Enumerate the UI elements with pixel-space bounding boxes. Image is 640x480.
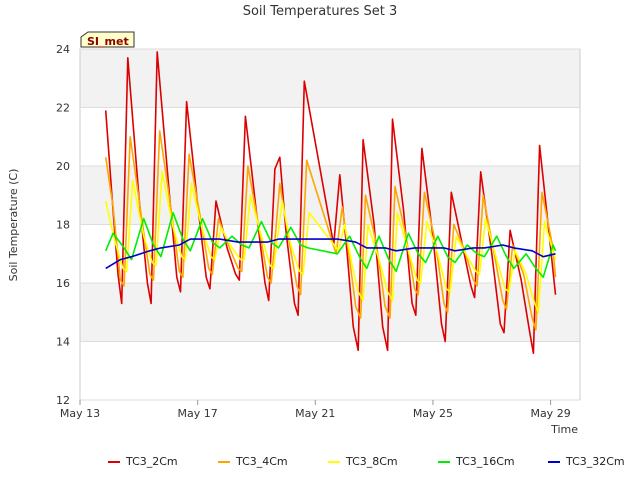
legend-label: TC3_16Cm xyxy=(455,455,515,468)
legend-label: TC3_4Cm xyxy=(235,455,288,468)
si-met-badge: SI_met xyxy=(80,31,135,48)
y-tick-label: 12 xyxy=(56,394,70,407)
legend-label: TC3_8Cm xyxy=(345,455,398,468)
badge-label: SI_met xyxy=(87,35,129,48)
legend: TC3_2Cm TC3_4Cm TC3_8Cm TC3_16Cm TC3_32Cm xyxy=(108,455,625,468)
legend-label: TC3_32Cm xyxy=(565,455,625,468)
x-axis-label: Time xyxy=(550,423,578,436)
y-tick-label: 24 xyxy=(56,43,70,56)
x-tick-label: May 25 xyxy=(413,407,453,420)
y-tick-label: 16 xyxy=(56,277,70,290)
y-tick-label: 14 xyxy=(56,336,70,349)
y-tick-label: 18 xyxy=(56,219,70,232)
x-tick-label: May 13 xyxy=(60,407,100,420)
chart-title: Soil Temperatures Set 3 xyxy=(243,4,398,19)
x-axis-ticks: May 13 May 17 May 21 May 25 May 29 xyxy=(60,400,571,420)
y-axis-ticks: 12 14 16 18 20 22 24 xyxy=(56,43,70,407)
legend-label: TC3_2Cm xyxy=(125,455,178,468)
x-tick-label: May 21 xyxy=(295,407,335,420)
y-axis-label: Soil Temperature (C) xyxy=(7,169,20,282)
y-tick-label: 20 xyxy=(56,160,70,173)
plot-band xyxy=(80,341,580,400)
y-tick-label: 22 xyxy=(56,102,70,115)
plot-band xyxy=(80,49,580,108)
x-tick-label: May 29 xyxy=(530,407,570,420)
series-lines xyxy=(104,51,557,355)
series-line-tc3-8cm xyxy=(104,171,557,314)
x-tick-label: May 17 xyxy=(178,407,218,420)
series-line-tc3-32cm xyxy=(105,238,556,270)
series-line-tc3-4cm xyxy=(104,130,557,331)
series-line-tc3-2cm xyxy=(104,51,557,355)
